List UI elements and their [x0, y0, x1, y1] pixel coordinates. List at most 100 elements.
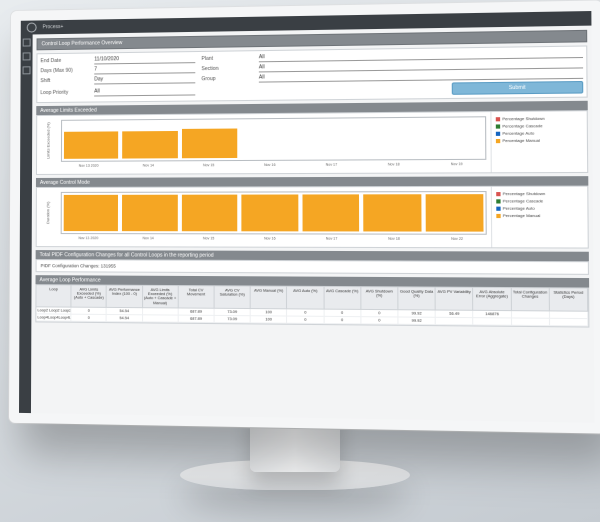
bar	[64, 131, 119, 159]
priority-input[interactable]: All	[94, 87, 195, 96]
chart1-bars	[61, 116, 486, 162]
pidf-text: PIDF Configuration Changes: 131955	[36, 259, 589, 275]
table-cell: 687.89	[179, 315, 215, 322]
legend-label: Percentage Auto	[503, 206, 535, 211]
content-area: Control Loop Performance Overview End Da…	[31, 26, 595, 423]
legend-swatch	[496, 213, 500, 217]
table-cell	[436, 317, 474, 325]
table-cell: Loop4Loop4Loop4Loop4 0	[36, 314, 71, 321]
x-tick: Nov 18	[365, 162, 423, 173]
chart2-bars	[61, 191, 487, 235]
chart1-xlabels: Nov 13 2020Nov 14Nov 15Nov 16Nov 17Nov 1…	[61, 162, 487, 174]
legend-label: Percentage Auto	[502, 130, 534, 135]
chart1-area: Limits Exceeded (%) Nov 13 2020Nov 14Nov…	[37, 112, 491, 174]
legend-swatch	[496, 124, 500, 128]
column-header: AVG Manual (%)	[251, 287, 288, 308]
bar	[182, 129, 238, 159]
section-label: Section	[201, 65, 252, 72]
bar	[363, 194, 421, 231]
x-tick: Nov 14	[120, 163, 176, 173]
x-tick: Nov 19	[427, 162, 486, 173]
legend-swatch	[496, 138, 500, 142]
submit-button[interactable]: Submit	[452, 81, 584, 95]
chart2-legend: Percentage Shutdown Percentage Cascade Per…	[491, 187, 588, 248]
legend-label: Percentage Cascade	[503, 198, 543, 203]
bar	[182, 195, 238, 232]
legend-item: Percentage Cascade	[496, 198, 583, 203]
filter-panel: End Date 11/10/2020 Plant All Days (Max …	[36, 45, 587, 103]
column-header: Loop	[36, 285, 71, 306]
days-input[interactable]: 7	[94, 65, 195, 74]
column-header: AVG Performance Index (100 - 0)	[107, 286, 143, 307]
end-date-input[interactable]: 11/10/2020	[94, 55, 195, 64]
table-cell: 73.09	[215, 316, 251, 323]
column-header: AVG PV Variability	[436, 288, 474, 310]
chart1-legend: Percentage ShutdownPercentage CascadePer…	[490, 111, 587, 172]
column-header: AVG Cascade (%)	[324, 287, 361, 309]
chart2-area: Duration (%) Nov 13 2020Nov 14 Nov 15 Nov …	[37, 187, 491, 247]
table-cell: 0	[72, 314, 107, 321]
column-header: Total CV Movement	[179, 286, 215, 307]
legend-item: Percentage Cascade	[496, 123, 583, 129]
app-name: Process+	[43, 24, 64, 30]
legend-swatch	[496, 117, 500, 121]
x-tick: Nov 22	[428, 237, 487, 248]
table-body: Loop2 Loop2 Loop2 Loop2054.54687.8973.09…	[36, 307, 588, 326]
legend-item: Percentage Shutdown	[496, 115, 583, 121]
monitor-frame: Process+ Control Loop Performance Overvi…	[9, 0, 600, 433]
end-date-label: End Date	[40, 58, 88, 65]
column-header: AVG Shutdown (%)	[361, 287, 398, 309]
brand-logo-icon	[27, 22, 37, 32]
table-cell: 0	[361, 317, 398, 325]
bar	[122, 195, 177, 232]
table-cell	[474, 318, 512, 326]
legend-item: Percentage Manual	[496, 137, 583, 143]
shift-input[interactable]: Day	[94, 75, 195, 84]
chart2-ylabel: Duration (%)	[39, 192, 57, 234]
chart1: Limits Exceeded (%) Nov 13 2020Nov 14Nov…	[36, 110, 588, 175]
bar	[64, 195, 119, 231]
table-cell: 99.92	[398, 317, 436, 325]
bar	[302, 194, 359, 231]
legend-item: Percentage Manual	[496, 213, 583, 218]
shift-label: Shift	[40, 78, 88, 85]
nav-home-icon[interactable]	[23, 38, 31, 46]
x-tick: Nov 16	[241, 163, 298, 173]
x-tick: Nov 15	[180, 236, 237, 246]
column-header: AVG Limits Exceeded (%) (Auto + Cascade)	[72, 285, 107, 306]
table-cell	[143, 315, 179, 322]
x-tick: Nov 15	[180, 163, 237, 173]
plant-label: Plant	[201, 55, 252, 62]
column-header: Statistics Period (Days)	[550, 288, 589, 310]
column-header: AVG CV Saturation (%)	[215, 286, 251, 307]
column-header: Good Quality Data (%)	[398, 287, 436, 309]
table-cell: 100	[251, 316, 288, 324]
legend-label: Percentage Shutdown	[502, 116, 545, 122]
nav-menu-icon[interactable]	[23, 52, 31, 60]
bar	[425, 194, 483, 231]
legend-swatch	[496, 206, 500, 210]
bar	[123, 131, 178, 158]
nav-more-icon[interactable]	[23, 66, 31, 74]
x-tick: Nov 14	[120, 236, 176, 246]
table-cell: 54.54	[107, 315, 143, 322]
legend-item: Percentage Auto	[496, 206, 583, 211]
column-header: AVG Auto (%)	[287, 287, 324, 309]
legend-swatch	[496, 199, 500, 203]
x-tick: Nov 18	[365, 237, 424, 247]
x-tick: Nov 13 2020	[61, 236, 117, 246]
table-cell: 0	[324, 317, 361, 325]
group-label: Group	[201, 76, 252, 83]
legend-swatch	[496, 192, 500, 196]
table-cell: 0	[287, 316, 324, 324]
chart2-xlabels: Nov 13 2020Nov 14Nov 15Nov 16Nov 17Nov 1…	[61, 236, 487, 247]
legend-label: Percentage Shutdown	[503, 191, 546, 196]
legend-swatch	[496, 131, 500, 135]
legend-label: Percentage Cascade	[502, 123, 542, 129]
chart1-ylabel: Limits Exceeded (%)	[39, 120, 57, 162]
x-tick: Nov 17	[303, 162, 361, 172]
days-label: Days (Max 90)	[40, 68, 88, 75]
legend-label: Percentage Manual	[503, 213, 541, 218]
priority-label: Loop Priority	[40, 90, 88, 97]
column-header: AVG Limits Exceeded (%) (Auto + Cascade …	[143, 286, 179, 307]
